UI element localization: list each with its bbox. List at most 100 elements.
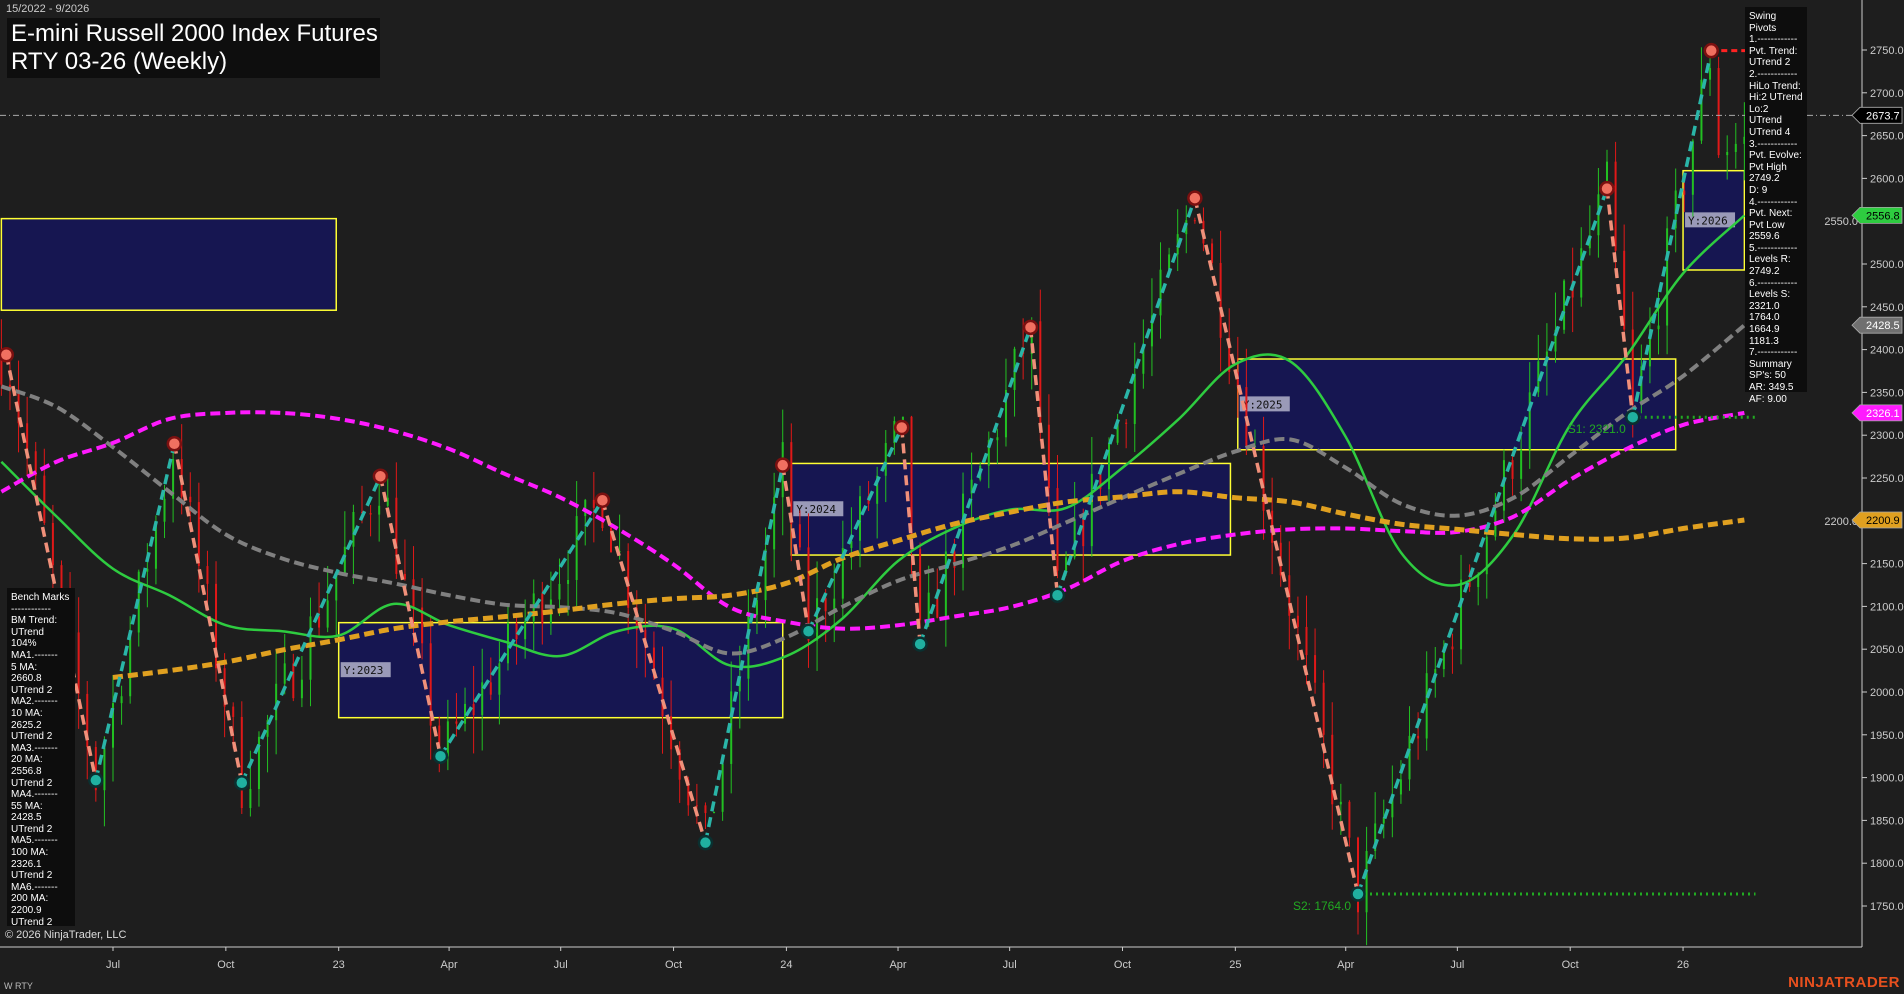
swing-down-leg: [1605, 188, 1635, 418]
panel-line: MA2.-------: [11, 696, 58, 708]
candle-body: [713, 811, 716, 814]
candle-body: [884, 443, 887, 476]
candle-body: [910, 416, 913, 550]
candle-body: [86, 693, 89, 748]
y-tick-label: 2500.0: [1870, 259, 1904, 271]
candle-body: [275, 683, 278, 721]
year-range-box: [337, 621, 784, 719]
candle-body: [481, 682, 484, 716]
panel-line: 20 MA:: [11, 754, 43, 766]
candle-body: [455, 721, 458, 724]
candle-body: [996, 437, 999, 441]
candle-body: [283, 663, 286, 684]
candle-body: [352, 511, 355, 547]
panel-line: 2326.1: [11, 858, 42, 870]
candle-body: [1125, 422, 1128, 424]
candle-body: [807, 547, 810, 641]
candle-body: [1339, 801, 1342, 805]
candle-body: [541, 593, 544, 624]
candle-body: [747, 614, 750, 679]
candle-body: [1133, 373, 1136, 424]
candle-body: [609, 527, 612, 553]
candle-body: [567, 579, 570, 584]
panel-line: 7.------------: [1749, 347, 1798, 359]
price-tag: [1851, 404, 1903, 422]
candle-body: [1477, 574, 1480, 587]
candle-body: [343, 546, 346, 575]
panel-line: Levels S:: [1749, 289, 1791, 301]
candle-body: [764, 549, 767, 601]
year-range-box: [0, 217, 337, 311]
candle-body: [575, 516, 578, 580]
candle-body: [1142, 346, 1145, 374]
candle-body: [206, 566, 209, 584]
panel-line: 1664.9: [1749, 324, 1780, 336]
candle-body: [1168, 254, 1171, 270]
swing-high-marker: [594, 492, 611, 509]
candle-body: [1623, 250, 1626, 330]
candle-body: [738, 678, 741, 692]
candle-body: [850, 540, 853, 549]
candle-body: [360, 511, 363, 514]
panel-line: UTrend 2: [11, 777, 53, 789]
panel-line: MA3.-------: [11, 742, 58, 754]
candle-body: [395, 497, 398, 574]
y-tick-label: 1800.0: [1870, 858, 1904, 870]
swing-low-marker: [1350, 886, 1366, 902]
candle-body: [730, 691, 733, 764]
candle-body: [1700, 79, 1703, 141]
panel-line: 2749.2: [1749, 173, 1780, 185]
candle-body: [438, 725, 441, 757]
candle-body: [592, 499, 595, 508]
candle-body: [1039, 321, 1042, 425]
y-tick-label: 2550.0: [1824, 216, 1858, 228]
price-tag: [1851, 106, 1903, 124]
swing-low-marker: [88, 772, 104, 788]
ninjatrader-logo: NINJATRADER: [1788, 974, 1900, 991]
candle-body: [1399, 779, 1402, 795]
panel-line: 2660.8: [11, 673, 42, 685]
candle-body: [1605, 161, 1608, 195]
panel-line: 4.------------: [1749, 196, 1798, 208]
swing-high-marker: [1703, 42, 1720, 59]
candle-body: [970, 479, 973, 494]
price-tag-label: 2556.8: [1866, 210, 1900, 222]
panel-line: Pvt. Trend:: [1749, 45, 1798, 57]
candle-body: [1683, 190, 1686, 195]
candle-body: [249, 789, 252, 809]
candle-body: [197, 502, 200, 567]
candle-body: [652, 647, 655, 678]
panel-line: 55 MA:: [11, 800, 43, 812]
swing-high-marker: [1022, 319, 1039, 336]
swing-low-marker: [1049, 587, 1066, 604]
panel-line: MA5.-------: [11, 835, 58, 847]
candle-body: [1743, 136, 1746, 144]
candle-body: [1365, 851, 1368, 913]
swing-up-leg: [240, 475, 382, 784]
candle-body: [1236, 371, 1239, 388]
candle-body: [232, 706, 235, 717]
candle-body: [1382, 817, 1385, 824]
candle-body: [326, 600, 329, 628]
candle-body: [1666, 228, 1669, 326]
level-label: S1: 2321.0: [1568, 422, 1626, 436]
candle-body: [1709, 68, 1712, 80]
y-tick-label: 2400.0: [1870, 345, 1904, 357]
price-tag: [1851, 511, 1903, 529]
panel-line: BM Trend:: [11, 615, 58, 627]
candle-body: [1468, 579, 1471, 587]
swing-low-marker: [432, 748, 449, 764]
panel-line: UTrend 2: [11, 916, 53, 928]
candle-body: [944, 551, 947, 618]
x-tick-label: 25: [1229, 959, 1241, 971]
candle-body: [773, 497, 776, 550]
swing-down-leg: [4, 354, 98, 781]
y-tick-label: 2050.0: [1870, 644, 1904, 656]
candle-body: [1056, 488, 1059, 571]
candle-body: [1563, 280, 1566, 330]
swing-low-marker: [800, 623, 817, 639]
panel-line: Pvt. Next:: [1749, 208, 1793, 220]
candle-body: [962, 493, 965, 568]
candle-body: [1614, 161, 1617, 251]
